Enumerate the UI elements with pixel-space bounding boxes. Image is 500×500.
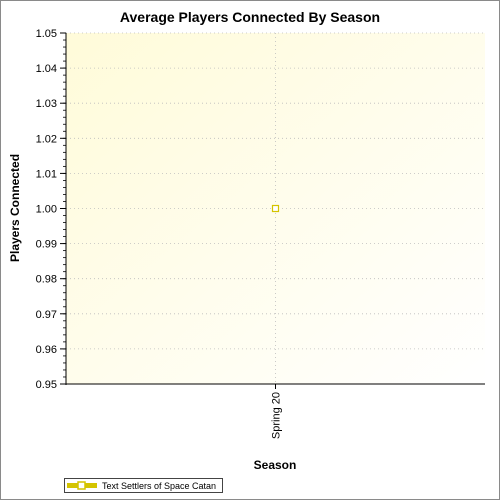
y-tick-label: 1.02 bbox=[36, 133, 57, 145]
y-tick-label: 1.03 bbox=[36, 98, 57, 110]
y-tick-label: 0.97 bbox=[36, 309, 57, 321]
x-tick-label: Spring 20 bbox=[271, 392, 283, 439]
x-axis: Spring 20 bbox=[66, 383, 485, 439]
x-axis-label: Season bbox=[254, 458, 297, 472]
legend-entry-label: Text Settlers of Space Catan bbox=[102, 480, 217, 491]
y-tick-label: 1.00 bbox=[36, 204, 57, 216]
legend-swatch-icon bbox=[67, 481, 97, 490]
y-tick-label: 0.98 bbox=[36, 274, 57, 286]
y-axis: 0.95 0.96 0.97 0.98 0.99 1.00 1.01 1.02 1.03 1.04… bbox=[36, 28, 67, 391]
series-layer bbox=[271, 204, 280, 213]
y-tick-label: 1.01 bbox=[36, 168, 57, 180]
chart-title: Average Players Connected By Season bbox=[120, 9, 380, 25]
y-axis-label: Players Connected bbox=[8, 154, 22, 262]
y-tick-label: 0.95 bbox=[36, 379, 57, 391]
y-tick-label: 0.99 bbox=[36, 239, 57, 251]
y-tick-label: 1.04 bbox=[36, 63, 57, 75]
data-point bbox=[271, 204, 280, 213]
legend: Text Settlers of Space Catan bbox=[64, 478, 224, 493]
gridlines bbox=[66, 32, 485, 385]
y-tick-label: 1.05 bbox=[36, 28, 57, 40]
y-tick-label: 0.96 bbox=[36, 344, 57, 356]
